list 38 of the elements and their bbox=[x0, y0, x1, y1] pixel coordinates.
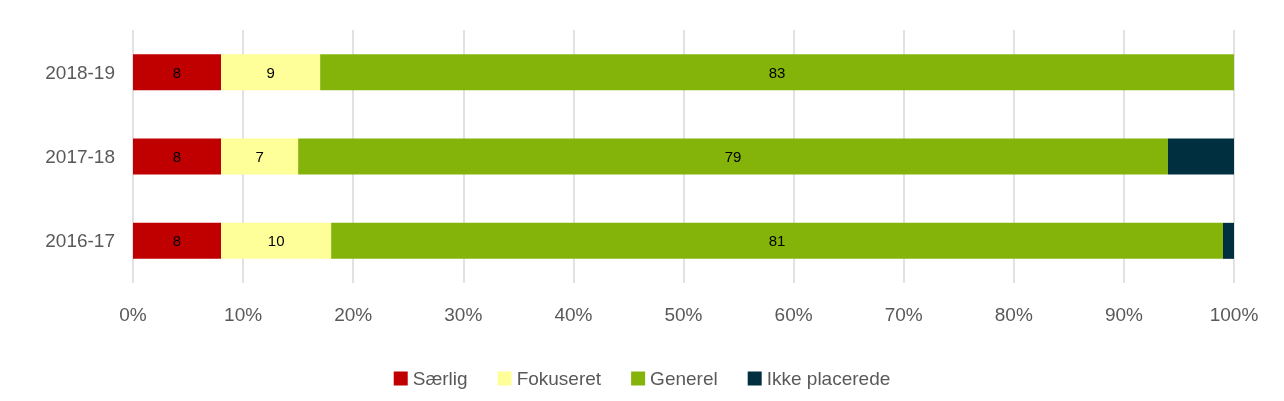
y-tick-label: 2017-18 bbox=[45, 146, 115, 167]
x-tick-label: 100% bbox=[1209, 304, 1259, 325]
x-tick-label: 40% bbox=[554, 304, 593, 325]
x-tick-label: 10% bbox=[224, 304, 263, 325]
data-label: 7 bbox=[255, 148, 264, 165]
x-tick-label: 20% bbox=[334, 304, 373, 325]
x-tick-label: 60% bbox=[774, 304, 813, 325]
bar bbox=[221, 138, 299, 175]
x-tick-label: 50% bbox=[664, 304, 703, 325]
y-tick-label: 2018-19 bbox=[45, 61, 115, 83]
x-tick-label: 70% bbox=[884, 304, 923, 325]
legend-label: Fokuseret bbox=[516, 368, 602, 389]
bar bbox=[133, 222, 222, 259]
data-label: 81 bbox=[768, 232, 786, 250]
x-tick-label: 0% bbox=[119, 304, 147, 325]
bar bbox=[1167, 138, 1234, 175]
bar bbox=[298, 138, 1168, 175]
data-label: 8 bbox=[172, 148, 182, 165]
data-label: 10 bbox=[267, 232, 285, 250]
bar bbox=[221, 222, 332, 259]
data-label: 9 bbox=[266, 63, 275, 81]
y-tick-label: 2016-17 bbox=[45, 230, 115, 252]
bar bbox=[1222, 222, 1234, 259]
data-label: 83 bbox=[768, 63, 786, 81]
x-tick-label: 80% bbox=[994, 304, 1033, 325]
data-label: 8 bbox=[172, 232, 182, 250]
bar bbox=[331, 222, 1223, 259]
legend-label: Ikke placerede bbox=[766, 368, 891, 389]
x-tick-label: 90% bbox=[1104, 304, 1144, 325]
data-label: 79 bbox=[724, 148, 742, 165]
data-label: 8 bbox=[172, 63, 182, 81]
bar bbox=[133, 138, 222, 175]
legend-label: Særlig bbox=[412, 368, 468, 389]
bar bbox=[221, 54, 321, 91]
bar bbox=[320, 54, 1234, 91]
bar bbox=[133, 54, 222, 91]
x-tick-label: 30% bbox=[444, 304, 483, 325]
legend-label: Generel bbox=[650, 368, 718, 389]
